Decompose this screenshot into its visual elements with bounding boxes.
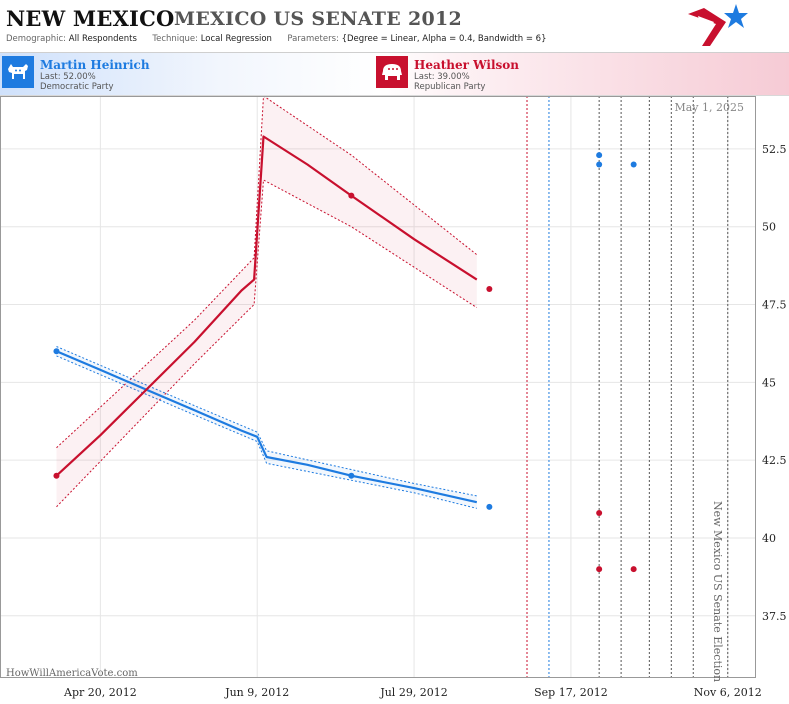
- band-upper-line: [56, 96, 478, 449]
- gridlines: [0, 96, 756, 678]
- donkey-icon: [2, 56, 34, 88]
- candidate-last: Last: 52.00%: [40, 72, 96, 82]
- date-annotation: May 1, 2025: [674, 101, 744, 114]
- y-tick-label: 45: [762, 376, 776, 389]
- x-tick-label: Sep 17, 2012: [534, 686, 608, 699]
- y-tick-label: 42.5: [762, 454, 787, 467]
- technique-label: Technique:: [152, 34, 199, 44]
- candidate-last: Last: 39.00%: [414, 72, 470, 82]
- axis-labels: 37.5 40 42.5 45 47.5 50 52.5 Apr 20, 2012 Jun 9,…: [63, 143, 786, 699]
- poll-point: [630, 566, 637, 573]
- demographic-label: Demographic:: [6, 34, 67, 44]
- band-lower-line: [56, 355, 477, 509]
- demographic-value: All Respondents: [68, 34, 137, 44]
- poll-point: [53, 348, 60, 355]
- technique-value: Local Regression: [200, 34, 272, 44]
- parameters-label: Parameters:: [287, 34, 339, 44]
- poll-point: [596, 510, 603, 517]
- poll-point: [486, 285, 493, 292]
- poll-points: [53, 152, 637, 573]
- election-label: New Mexico US Senate Election: [711, 501, 724, 682]
- parameters-row: Demographic: All Respondents Technique: …: [6, 34, 546, 44]
- candidate-name: Heather Wilson: [414, 58, 520, 72]
- poll-point: [348, 472, 355, 479]
- x-tick-label: Jul 29, 2012: [379, 686, 448, 699]
- candidate-party: Republican Party: [414, 82, 486, 92]
- poll-point: [348, 192, 355, 199]
- x-tick-label: Nov 6, 2012: [694, 686, 762, 699]
- poll-point: [596, 161, 603, 168]
- poll-chart: 37.5 40 42.5 45 47.5 50 52.5 Apr 20, 2012 Jun 9,…: [0, 96, 787, 699]
- x-tick-label: Jun 9, 2012: [224, 686, 289, 699]
- y-tick-label: 52.5: [762, 143, 787, 156]
- y-tick-label: 40: [762, 532, 776, 545]
- page-title-race: MEXICO US SENATE 2012: [174, 8, 463, 30]
- poll-point: [630, 161, 637, 168]
- confidence-band: [56, 96, 477, 507]
- trend-line: [56, 350, 478, 504]
- parameters-value: {Degree = Linear, Alpha = 0.4, Bandwidth…: [341, 34, 547, 44]
- x-tick-label: Apr 20, 2012: [63, 686, 137, 699]
- candidate-bar: Martin Heinrich Last: 52.00% Democratic …: [0, 53, 789, 96]
- poll-point: [486, 503, 493, 510]
- trend-lines: [55, 135, 478, 504]
- poll-point: [596, 152, 603, 159]
- event-lines: [526, 96, 729, 678]
- y-tick-label: 47.5: [762, 299, 787, 312]
- band-upper-line: [56, 346, 477, 497]
- page-title-state: NEW MEXICO: [6, 6, 175, 31]
- page-header: NEW MEXICO MEXICO US SENATE 2012 Demogra…: [0, 0, 789, 53]
- candidate-party: Democratic Party: [40, 82, 114, 92]
- watermark: HowWillAmericaVote.com: [6, 668, 138, 679]
- band-lower-line: [56, 179, 478, 508]
- y-tick-label: 37.5: [762, 610, 787, 623]
- poll-point: [53, 472, 60, 479]
- candidate-name: Martin Heinrich: [40, 58, 150, 72]
- site-logo-icon[interactable]: [686, 2, 750, 50]
- elephant-icon: [376, 56, 408, 88]
- trend-line: [55, 135, 478, 477]
- y-tick-label: 50: [762, 221, 776, 234]
- poll-point: [596, 566, 603, 573]
